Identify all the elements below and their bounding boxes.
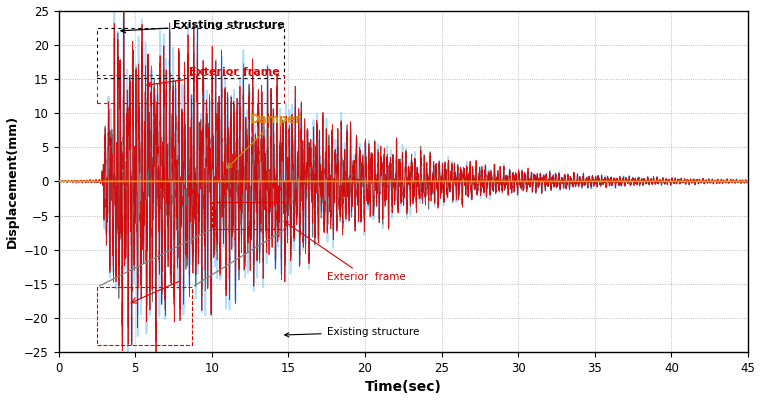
Text: Damper: Damper	[227, 113, 302, 168]
Bar	[97, 287, 192, 345]
Text: Existing structure: Existing structure	[285, 327, 419, 337]
Y-axis label: Displacement(mm): Displacement(mm)	[5, 115, 18, 248]
X-axis label: Time(sec): Time(sec)	[365, 380, 441, 394]
Bar	[212, 202, 285, 229]
Text: Exterior frame: Exterior frame	[147, 68, 279, 87]
Text: Exterior  frame: Exterior frame	[284, 221, 406, 282]
Text: Existing structure: Existing structure	[121, 20, 285, 33]
Bar	[97, 28, 284, 78]
Bar	[97, 76, 284, 103]
